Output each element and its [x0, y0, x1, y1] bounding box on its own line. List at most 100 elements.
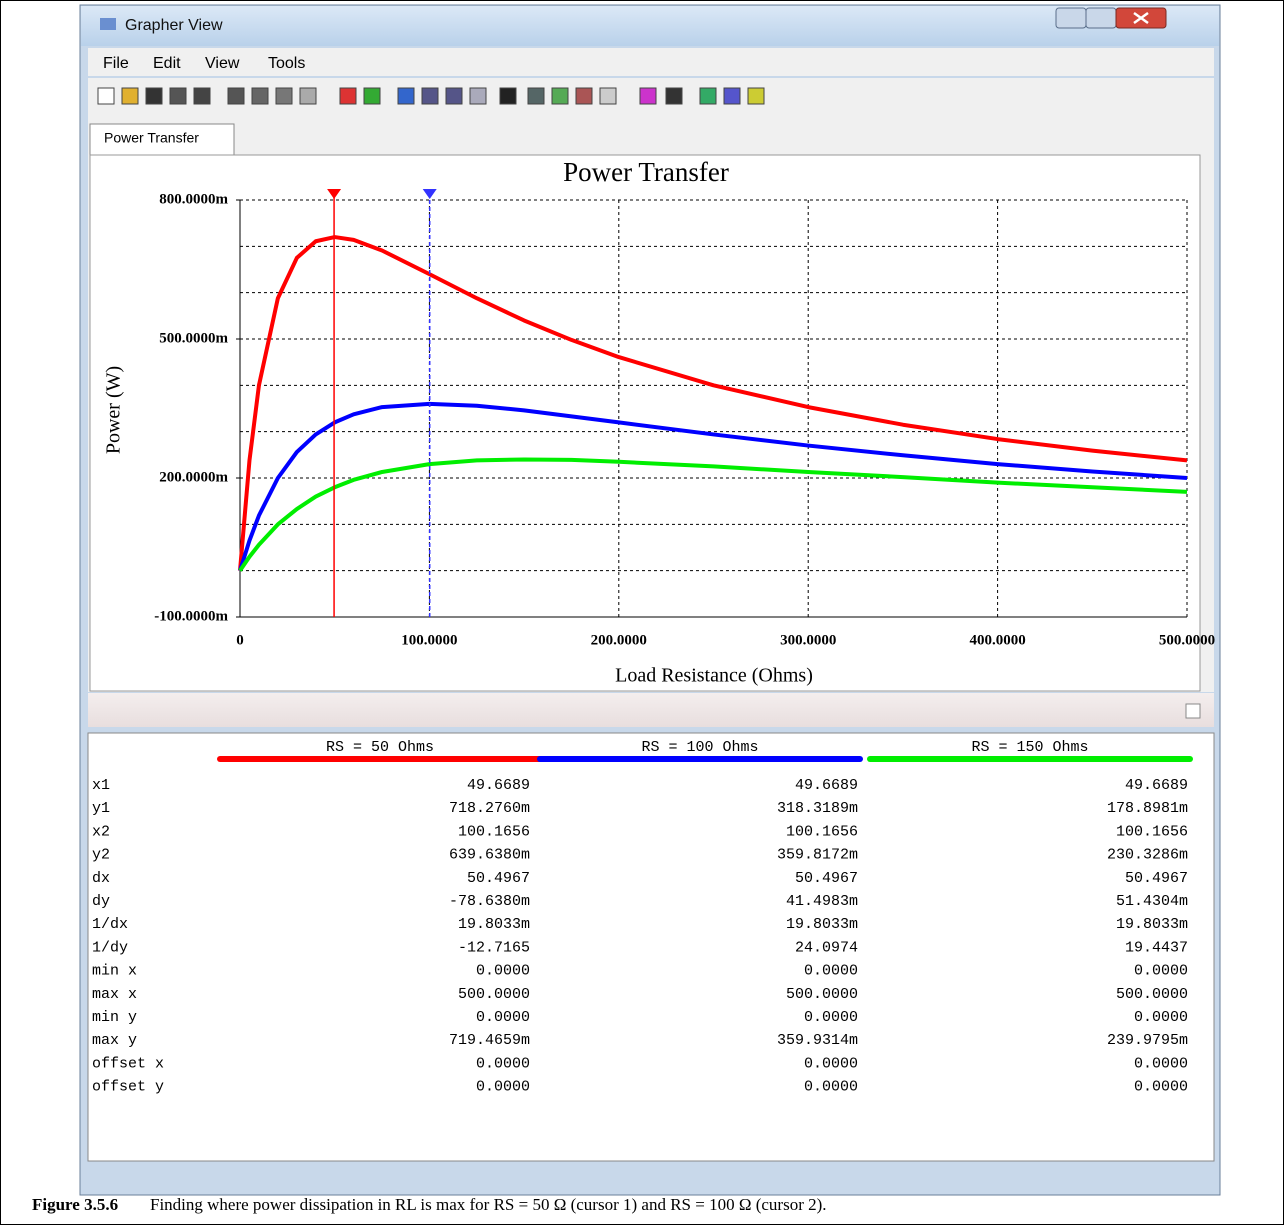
table-value: -78.6380m: [449, 893, 530, 910]
toolbar-button[interactable]: [98, 88, 114, 104]
toolbar-button[interactable]: [724, 88, 740, 104]
toolbar-button[interactable]: [398, 88, 414, 104]
column-header: RS = 100 Ohms: [641, 739, 758, 756]
toolbar-button[interactable]: [422, 88, 438, 104]
toolbar-button[interactable]: [528, 88, 544, 104]
x-tick-label: 400.0000: [969, 632, 1025, 648]
toolbar-button[interactable]: [666, 88, 682, 104]
toolbar-button[interactable]: [470, 88, 486, 104]
row-label: offset y: [92, 1079, 164, 1096]
table-value: 0.0000: [1134, 963, 1188, 980]
toolbar-button[interactable]: [748, 88, 764, 104]
table-panel: [88, 733, 1214, 1161]
x-tick-label: 100.0000: [401, 632, 457, 648]
table-value: 100.1656: [458, 823, 530, 840]
caption-text: Finding where power dissipation in RL is…: [150, 1195, 827, 1214]
x-axis-label: Load Resistance (Ohms): [615, 665, 813, 687]
toolbar-button[interactable]: [552, 88, 568, 104]
row-label: x2: [92, 823, 110, 840]
title-bar: [81, 6, 1219, 46]
table-value: 19.4437: [1125, 939, 1188, 956]
table-value: 639.6380m: [449, 847, 530, 864]
menu-item[interactable]: Tools: [268, 55, 305, 72]
app-icon: [100, 18, 116, 30]
table-value: 359.9314m: [777, 1032, 858, 1049]
table-value: 49.6689: [467, 777, 530, 794]
table-value: 41.4983m: [786, 893, 858, 910]
window-title: Grapher View: [125, 17, 223, 34]
x-tick-label: 500.0000: [1159, 632, 1215, 648]
table-value: 24.0974: [795, 939, 858, 956]
menu-item[interactable]: Edit: [153, 55, 181, 72]
table-value: 0.0000: [1134, 1055, 1188, 1072]
row-label: 1/dx: [92, 916, 128, 933]
toolbar-button[interactable]: [146, 88, 162, 104]
maximize-button[interactable]: [1086, 8, 1116, 28]
menu-bar: [88, 48, 1214, 76]
table-value: 19.8033m: [458, 916, 530, 933]
table-value: 0.0000: [1134, 1009, 1188, 1026]
toolbar-button[interactable]: [170, 88, 186, 104]
table-value: 49.6689: [1125, 777, 1188, 794]
minimize-button[interactable]: [1056, 8, 1086, 28]
table-value: 0.0000: [1134, 1079, 1188, 1096]
page: Grapher View File Edit View Tools Power Tra…: [0, 0, 1285, 1226]
table-value: 500.0000: [458, 986, 530, 1003]
table-value: 100.1656: [1116, 823, 1188, 840]
table-value: 239.9795m: [1107, 1032, 1188, 1049]
table-value: -12.7165: [458, 939, 530, 956]
toolbar-button[interactable]: [228, 88, 244, 104]
toolbar-button[interactable]: [340, 88, 356, 104]
row-label: dx: [92, 870, 110, 887]
table-value: 230.3286m: [1107, 847, 1188, 864]
table-value: 49.6689: [795, 777, 858, 794]
panel-close[interactable]: [1186, 704, 1200, 718]
row-label: offset x: [92, 1055, 164, 1072]
column-header: RS = 50 Ohms: [326, 739, 434, 756]
table-value: 0.0000: [476, 1009, 530, 1026]
table-value: 19.8033m: [1116, 916, 1188, 933]
y-axis-label: Power (W): [103, 366, 125, 454]
plot-panel: [90, 155, 1200, 691]
table-value: 719.4659m: [449, 1032, 530, 1049]
toolbar-button[interactable]: [300, 88, 316, 104]
table-value: 19.8033m: [786, 916, 858, 933]
table-value: 0.0000: [804, 1009, 858, 1026]
row-label: y1: [92, 800, 110, 817]
x-tick-label: 200.0000: [591, 632, 647, 648]
table-value: 0.0000: [804, 1079, 858, 1096]
menu-item[interactable]: View: [205, 55, 240, 72]
toolbar-button[interactable]: [364, 88, 380, 104]
table-value: 0.0000: [804, 1055, 858, 1072]
row-label: y2: [92, 847, 110, 864]
row-label: 1/dy: [92, 939, 128, 956]
table-value: 178.8981m: [1107, 800, 1188, 817]
row-label: min y: [92, 1009, 137, 1026]
y-tick-label: -100.0000m: [154, 608, 228, 624]
toolbar-button[interactable]: [252, 88, 268, 104]
toolbar-button[interactable]: [600, 88, 616, 104]
table-value: 359.8172m: [777, 847, 858, 864]
table-value: 0.0000: [476, 1055, 530, 1072]
tab-label: Power Transfer: [104, 130, 199, 146]
toolbar-button[interactable]: [122, 88, 138, 104]
toolbar-button[interactable]: [446, 88, 462, 104]
table-value: 318.3189m: [777, 800, 858, 817]
table-value: 0.0000: [476, 1079, 530, 1096]
toolbar-button[interactable]: [576, 88, 592, 104]
toolbar-button[interactable]: [194, 88, 210, 104]
table-value: 50.4967: [1125, 870, 1188, 887]
toolbar-button[interactable]: [500, 88, 516, 104]
chart-title: Power Transfer: [563, 157, 729, 187]
table-value: 500.0000: [1116, 986, 1188, 1003]
table-value: 0.0000: [804, 963, 858, 980]
table-value: 500.0000: [786, 986, 858, 1003]
y-tick-label: 200.0000m: [159, 469, 228, 485]
toolbar-button[interactable]: [700, 88, 716, 104]
column-header: RS = 150 Ohms: [971, 739, 1088, 756]
toolbar-button[interactable]: [276, 88, 292, 104]
toolbar-button[interactable]: [640, 88, 656, 104]
row-label: max x: [92, 986, 137, 1003]
menu-item[interactable]: File: [103, 55, 129, 72]
table-value: 100.1656: [786, 823, 858, 840]
